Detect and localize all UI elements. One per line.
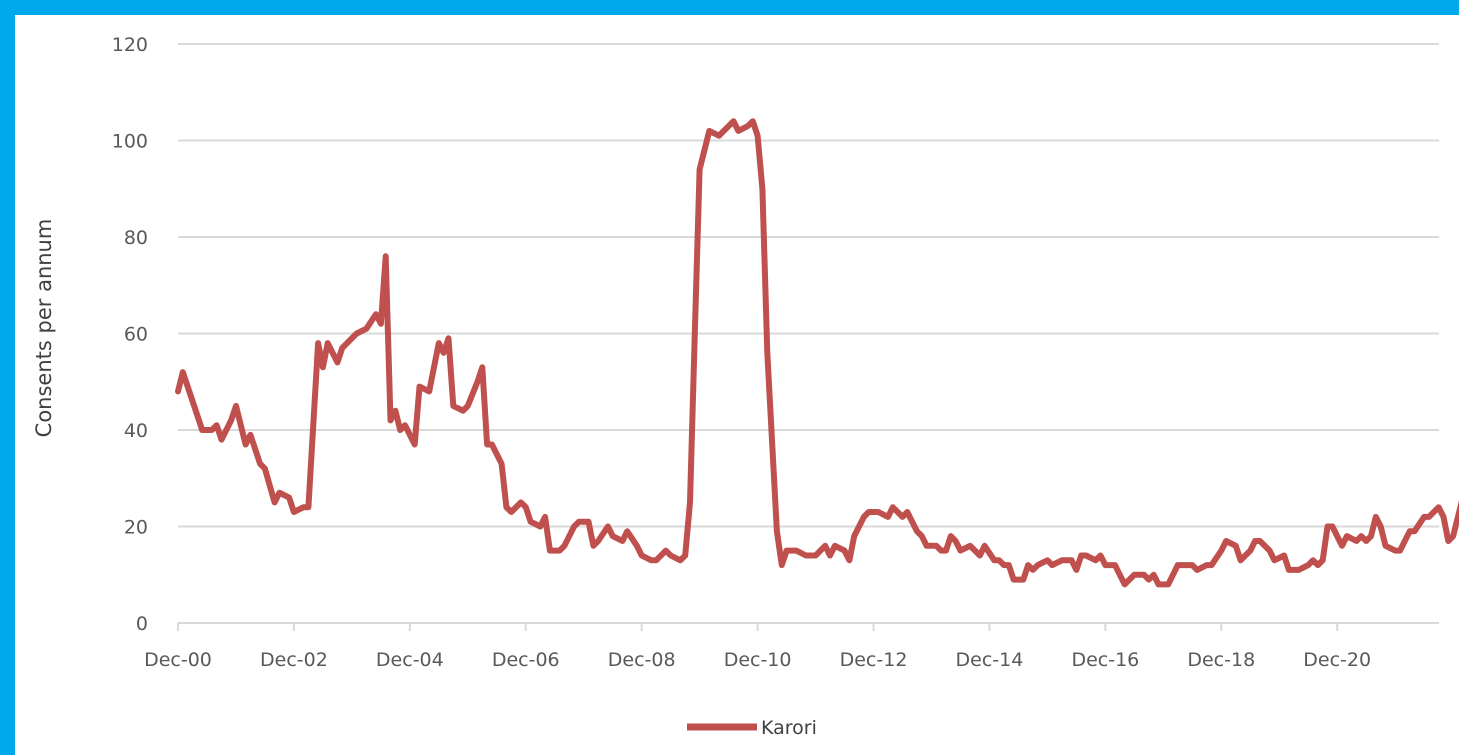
x-tick-label: Dec-08: [608, 649, 676, 671]
x-tick-label: Dec-02: [260, 649, 328, 671]
y-tick-label: 0: [136, 613, 148, 635]
y-axis-title: Consents per annum: [32, 219, 56, 438]
x-tick-label: Dec-06: [492, 649, 560, 671]
line-chart: 0 20 40 60 80 100 120 Dec-00 Dec-02 Dec-04 Dec-06…: [32, 34, 1459, 739]
x-tick-label: Dec-16: [1071, 649, 1139, 671]
series-line-karori: [175, 118, 1459, 588]
y-tick-label: 120: [112, 34, 148, 56]
x-axis: [177, 622, 1439, 631]
chart-frame: 0 20 40 60 80 100 120 Dec-00 Dec-02 Dec-04 Dec-06…: [15, 15, 1459, 755]
x-tick-label: Dec-14: [956, 649, 1024, 671]
x-axis-tick-labels: Dec-00 Dec-02 Dec-04 Dec-06 Dec-08 Dec-10 Dec-…: [144, 649, 1371, 671]
series-layer: [175, 118, 1459, 588]
y-axis-tick-labels: 0 20 40 60 80 100 120: [112, 34, 148, 635]
y-tick-label: 100: [112, 131, 148, 153]
x-tick-label: Dec-12: [840, 649, 908, 671]
x-tick-label: Dec-00: [144, 649, 212, 671]
y-tick-label: 40: [124, 420, 148, 442]
y-tick-label: 60: [124, 324, 148, 346]
legend: Karori: [687, 717, 817, 739]
x-tick-label: Dec-20: [1303, 649, 1371, 671]
x-tick-label: Dec-18: [1187, 649, 1255, 671]
gridlines: [178, 43, 1439, 528]
legend-label-karori: Karori: [761, 717, 817, 739]
y-tick-label: 80: [124, 227, 148, 249]
y-tick-label: 20: [124, 517, 148, 539]
x-tick-label: Dec-04: [376, 649, 444, 671]
x-tick-label: Dec-10: [724, 649, 792, 671]
